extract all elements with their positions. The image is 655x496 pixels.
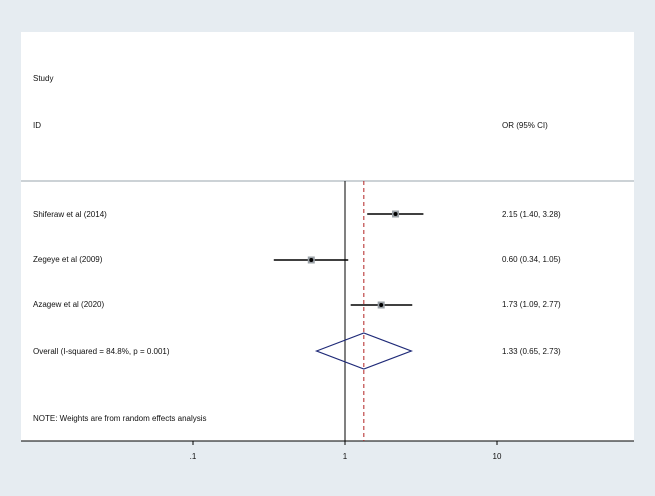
study-label-azagew: Azagew et al (2020) <box>33 300 105 309</box>
study-header: Study <box>33 74 54 83</box>
study-label-zegeye: Zegeye et al (2009) <box>33 255 103 264</box>
or-value-overall: 1.33 (0.65, 2.73) <box>502 347 561 356</box>
or-value-shiferaw: 2.15 (1.40, 3.28) <box>502 210 561 219</box>
point-estimate-1 <box>309 258 314 262</box>
x-tick-label-1: 1 <box>343 452 348 461</box>
or-value-azagew: 1.73 (1.09, 2.77) <box>502 300 561 309</box>
or-ci-header: OR (95% CI) <box>502 121 548 130</box>
plot-area <box>21 32 634 441</box>
x-tick-label-0: .1 <box>190 452 197 461</box>
study-label-shiferaw: Shiferaw et al (2014) <box>33 210 107 219</box>
point-estimate-0 <box>393 212 398 216</box>
id-header: ID <box>33 121 41 130</box>
x-tick-label-2: 10 <box>493 452 502 461</box>
point-estimate-2 <box>379 303 384 307</box>
or-value-zegeye: 0.60 (0.34, 1.05) <box>502 255 561 264</box>
weights-note: NOTE: Weights are from random effects an… <box>33 414 207 423</box>
overall-label: Overall (I-squared = 84.8%, p = 0.001) <box>33 347 170 356</box>
overall-diamond <box>314 332 413 370</box>
